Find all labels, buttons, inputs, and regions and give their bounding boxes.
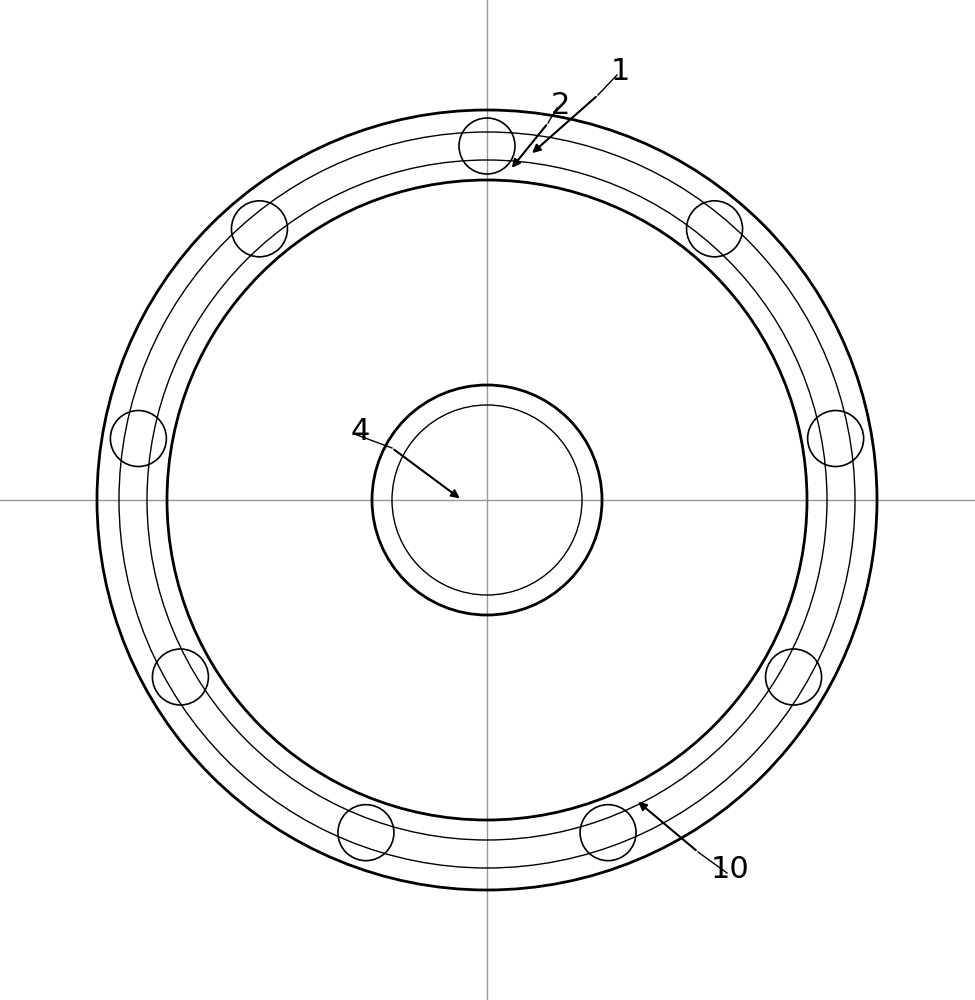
Text: 4: 4 [350, 418, 370, 446]
Text: 2: 2 [550, 91, 569, 119]
Text: 1: 1 [610, 57, 630, 87]
Text: 10: 10 [711, 856, 750, 884]
